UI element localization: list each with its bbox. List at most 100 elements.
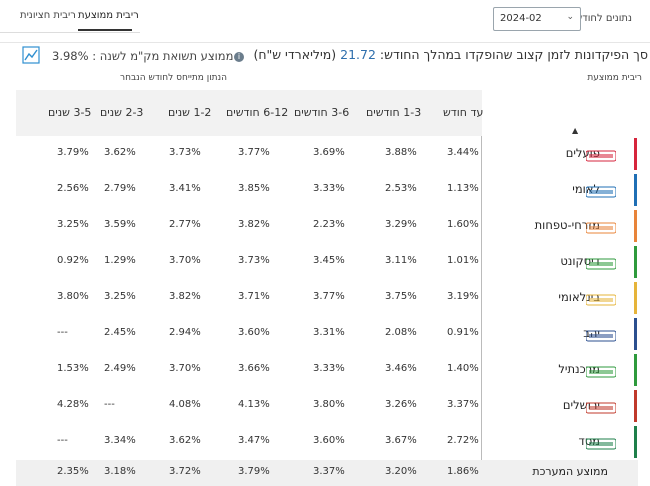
bank-color-bar — [634, 390, 637, 422]
table-cell: --- — [57, 435, 68, 446]
rate-type-tabs: ריבית חציונית ריבית ממוצעת — [0, 0, 160, 36]
table-cell: 3.85% — [238, 183, 270, 194]
table-cell: 3.25% — [57, 219, 89, 230]
table-cell: 1.86% — [447, 466, 479, 477]
table-cell: 3.69% — [313, 147, 345, 158]
bank-logo-icon — [585, 435, 617, 450]
table-row: ירושלים 3.37% 3.26% 3.80% 4.13% 4.08% --- 4.28% — [16, 388, 638, 424]
summary-total: 21.72 — [340, 47, 376, 62]
table-cell: 1.13% — [447, 183, 479, 194]
sort-up-icon[interactable]: ▲ — [572, 126, 579, 135]
column-divider — [481, 136, 482, 460]
table-cell: 3.82% — [169, 291, 201, 302]
column-header[interactable]: 1-3 חודשים — [366, 106, 422, 119]
table-cell: 3.19% — [447, 291, 479, 302]
table-cell: 2.77% — [169, 219, 201, 230]
table-cell: 3.73% — [169, 147, 201, 158]
table-cell: 1.01% — [447, 255, 479, 266]
table-cell: 3.60% — [238, 327, 270, 338]
table-row: יהב 0.91% 2.08% 3.31% 3.60% 2.94% 2.45% --- — [16, 316, 638, 352]
table-cell: 3.71% — [238, 291, 270, 302]
tab-median-rate[interactable]: ריבית חציונית — [20, 10, 76, 21]
bank-color-bar — [634, 354, 637, 386]
summary-unit: (מיליארדי ש"ח) — [253, 47, 337, 62]
deposits-summary: סך הפיקדונות לזמן קצוב שהופקדו במהלך החו… — [253, 47, 648, 62]
table-cell: --- — [104, 399, 115, 410]
column-header[interactable]: 3-6 חודשים — [294, 106, 350, 119]
column-header[interactable]: 3-5 שנים — [48, 106, 92, 119]
header-divider — [0, 42, 650, 43]
bank-color-bar — [634, 174, 637, 206]
bank-logo-icon — [585, 147, 617, 162]
line-chart-icon[interactable] — [22, 46, 40, 64]
bank-logo-icon — [585, 327, 617, 342]
table-cell: 3.26% — [385, 399, 417, 410]
month-select[interactable]: 2024-02 ⌄ — [493, 7, 581, 31]
table-cell: 3.73% — [238, 255, 270, 266]
table-cell: 3.20% — [385, 466, 417, 477]
table-cell: 2.72% — [447, 435, 479, 446]
month-select-value: 2024-02 — [500, 13, 542, 24]
table-cell: 3.41% — [169, 183, 201, 194]
table-cell: 1.53% — [57, 363, 89, 374]
bank-color-bar — [634, 318, 637, 350]
table-cell: 3.88% — [385, 147, 417, 158]
rates-table: עד חודש 1-3 חודשים 3-6 חודשים 6-12 חודשי… — [16, 90, 638, 486]
table-cell: 3.66% — [238, 363, 270, 374]
table-cell: 3.62% — [169, 435, 201, 446]
table-cell: 0.91% — [447, 327, 479, 338]
table-cell: 4.13% — [238, 399, 270, 410]
table-cell: 3.70% — [169, 255, 201, 266]
column-header[interactable]: 2-3 שנים — [100, 106, 144, 119]
bank-logo-icon — [585, 183, 617, 198]
table-row: דיסקונט 1.01% 3.11% 3.45% 3.73% 3.70% 1.29% 0.9… — [16, 244, 638, 280]
bank-logo-icon — [585, 255, 617, 270]
table-cell: 3.77% — [238, 147, 270, 158]
bank-color-bar — [634, 246, 637, 278]
table-cell: 2.45% — [104, 327, 136, 338]
table-cell: 3.82% — [238, 219, 270, 230]
bank-name: מזרחי-טפחות — [534, 218, 600, 232]
table-cell: 3.44% — [447, 147, 479, 158]
table-cell: 3.60% — [313, 435, 345, 446]
system-average-row: ממוצע המערכת 1.86% 3.20% 3.37% 3.79% 3.7… — [16, 460, 638, 486]
system-average-label: ממוצע המערכת — [532, 465, 608, 478]
tbill-average-yield: ממוצע תשואת מק"מ לשנה : 3.98% — [52, 49, 234, 63]
table-cell: 3.47% — [238, 435, 270, 446]
table-cell: 3.31% — [313, 327, 345, 338]
bank-logo-icon — [585, 219, 617, 234]
table-cell: 1.40% — [447, 363, 479, 374]
tab-average-rate[interactable]: ריבית ממוצעת — [78, 10, 139, 21]
table-cell: 3.25% — [104, 291, 136, 302]
table-cell: 4.08% — [169, 399, 201, 410]
table-cell: 3.37% — [313, 466, 345, 477]
bank-logo-icon — [585, 363, 617, 378]
table-cell: 3.80% — [313, 399, 345, 410]
table-cell: 2.56% — [57, 183, 89, 194]
table-cell: 2.53% — [385, 183, 417, 194]
info-icon[interactable]: i — [234, 52, 244, 62]
table-cell: 4.28% — [57, 399, 89, 410]
table-cell: 3.37% — [447, 399, 479, 410]
tabs-divider — [0, 32, 140, 33]
table-cell: 3.77% — [313, 291, 345, 302]
bank-logo-icon — [585, 291, 617, 306]
table-cell: 3.33% — [313, 183, 345, 194]
bank-column-header — [482, 90, 638, 136]
table-cell: 3.67% — [385, 435, 417, 446]
month-label: נתונים לחודש — [575, 13, 632, 24]
table-cell: 2.94% — [169, 327, 201, 338]
table-cell: 3.46% — [385, 363, 417, 374]
column-header[interactable]: עד חודש — [443, 106, 484, 119]
column-header[interactable]: 6-12 חודשים — [226, 106, 289, 119]
table-row: מזרחי-טפחות 1.60% 3.29% 2.23% 3.82% 2.77% 3.59… — [16, 208, 638, 244]
table-cell: 0.92% — [57, 255, 89, 266]
table-cell: 3.75% — [385, 291, 417, 302]
table-subtitle: ריבית ממוצעת — [587, 73, 642, 83]
column-header[interactable]: 1-2 שנים — [168, 106, 212, 119]
table-cell: 1.60% — [447, 219, 479, 230]
table-cell: 3.72% — [169, 466, 201, 477]
chevron-down-icon: ⌄ — [566, 12, 574, 22]
table-cell: 3.79% — [238, 466, 270, 477]
table-cell: 2.35% — [57, 466, 89, 477]
